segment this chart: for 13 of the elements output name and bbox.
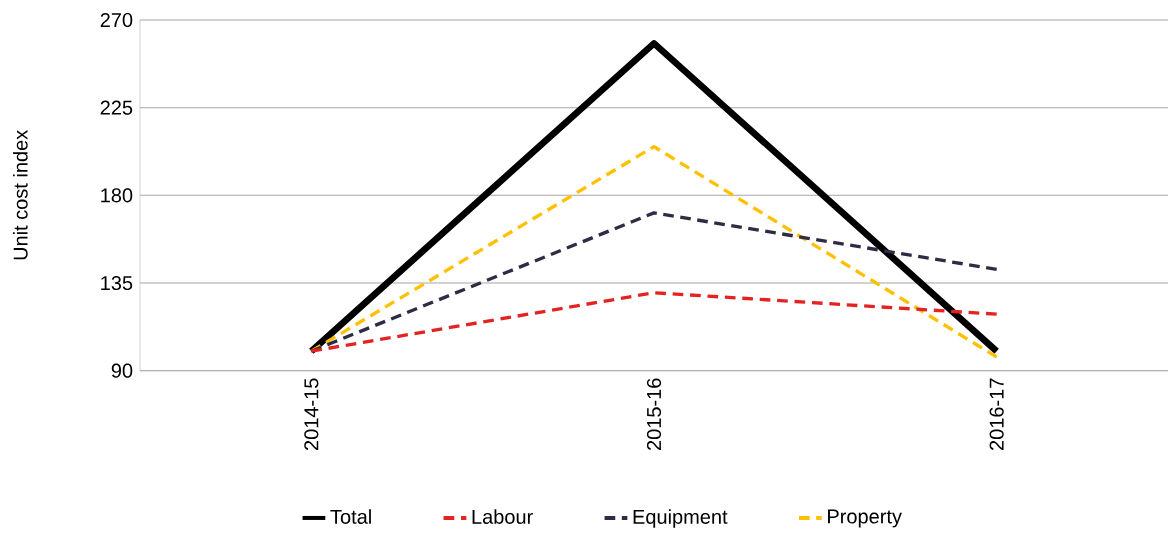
- x-tick-label: 2016-17: [989, 378, 1004, 450]
- legend-label: Equipment: [633, 509, 728, 528]
- legend-label: Property: [828, 509, 902, 528]
- y-tick-label: 225: [100, 100, 133, 115]
- x-tick-label: 2014-15: [304, 378, 319, 450]
- y-tick-label: 90: [111, 363, 133, 378]
- y-axis-title: Unit cost index: [13, 129, 28, 260]
- y-tick-label: 270: [100, 12, 133, 28]
- legend-label: Total: [330, 509, 371, 524]
- x-tick-label: 2015-16: [646, 378, 662, 450]
- legend-label: Labour: [472, 509, 533, 524]
- y-tick-label: 135: [101, 275, 133, 291]
- y-tick-label: 180: [101, 188, 133, 203]
